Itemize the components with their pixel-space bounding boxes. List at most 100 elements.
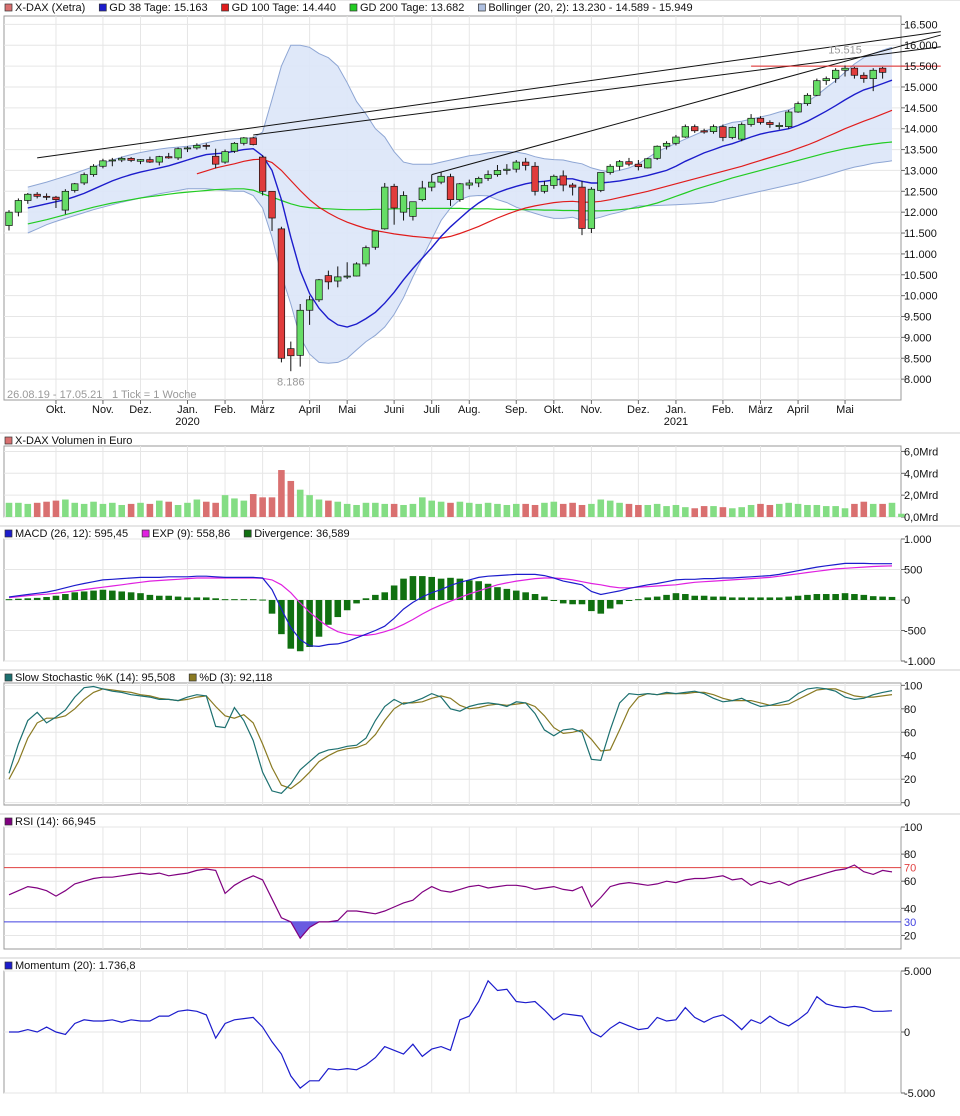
candle-up bbox=[183, 147, 192, 150]
y-tick-label: 8.500 bbox=[904, 353, 932, 365]
candle-up bbox=[794, 103, 802, 113]
x-tick-label: Dez. bbox=[129, 404, 152, 416]
candle-up bbox=[540, 185, 549, 192]
volume-bar bbox=[156, 500, 163, 517]
candle-down bbox=[277, 228, 286, 359]
y-tick-label: 0,0Mrd bbox=[904, 512, 938, 524]
candle-up bbox=[606, 165, 614, 173]
volume-bar bbox=[428, 500, 436, 517]
candle-down bbox=[52, 196, 60, 201]
volume-bar bbox=[635, 504, 642, 517]
legend-label: Momentum (20): 1.736,8 bbox=[15, 960, 135, 972]
volume-bar bbox=[437, 501, 445, 517]
y-tick-label: 100 bbox=[904, 680, 922, 692]
candle-down bbox=[625, 161, 633, 165]
candle-up bbox=[315, 279, 323, 301]
divergence-bar bbox=[343, 600, 351, 611]
candle-up bbox=[841, 67, 849, 71]
divergence-bar bbox=[531, 594, 539, 600]
y-tick-label: 0 bbox=[904, 595, 910, 607]
x-tick-label: Mai bbox=[836, 404, 854, 416]
legend-swatch bbox=[141, 529, 150, 538]
divergence-bar bbox=[804, 594, 811, 600]
y-tick-label: 60 bbox=[904, 727, 916, 739]
y-tick-label: -500 bbox=[904, 626, 926, 638]
candle-down bbox=[756, 117, 765, 123]
divergence-bar bbox=[409, 576, 417, 600]
volume-bar bbox=[71, 502, 79, 517]
candle-up bbox=[550, 175, 558, 186]
divergence-bar bbox=[315, 600, 323, 637]
candle-up bbox=[343, 275, 351, 278]
legend-label: Slow Stochastic %K (14): 95,508 bbox=[15, 672, 175, 684]
candle-up bbox=[512, 161, 520, 170]
divergence-bar bbox=[738, 597, 745, 600]
candle-up bbox=[14, 200, 23, 213]
divergence-bar bbox=[259, 599, 266, 601]
trendline bbox=[37, 31, 941, 159]
candle-down bbox=[258, 156, 267, 192]
candle-up bbox=[174, 148, 182, 159]
period-annotation: 26.08.19 - 17.05.21 bbox=[7, 389, 102, 401]
candle-up bbox=[681, 126, 689, 138]
candle-down bbox=[522, 161, 530, 166]
y-tick-label: 13.000 bbox=[904, 165, 938, 177]
volume-bar bbox=[99, 503, 107, 517]
volume-bar bbox=[362, 502, 370, 517]
volume-bar bbox=[447, 502, 454, 517]
trendline bbox=[253, 46, 941, 136]
y-tick-label: 16.500 bbox=[904, 19, 938, 31]
candle-down bbox=[878, 67, 887, 73]
y-tick-label: 15.000 bbox=[904, 82, 938, 94]
trendline bbox=[431, 34, 941, 176]
x-tick-label: April bbox=[299, 404, 321, 416]
legend-label: RSI (14): 66,945 bbox=[15, 816, 96, 828]
divergence-bar bbox=[362, 598, 370, 600]
volume-bar bbox=[24, 503, 32, 517]
divergence-bar bbox=[719, 596, 727, 600]
divergence-bar bbox=[202, 597, 210, 600]
volume-bar bbox=[306, 495, 313, 517]
volume-bar bbox=[757, 503, 764, 517]
candle-up bbox=[296, 309, 304, 356]
candle-up bbox=[503, 168, 511, 171]
candle-up bbox=[775, 125, 783, 127]
y-tick-label: 9.000 bbox=[904, 332, 932, 344]
divergence-bar bbox=[766, 597, 774, 600]
divergence-bar bbox=[616, 600, 623, 605]
divergence-bar bbox=[860, 594, 868, 600]
x-tick-label: Nov. bbox=[92, 404, 114, 416]
candle-up bbox=[672, 136, 680, 144]
divergence-bar bbox=[165, 595, 172, 600]
divergence-bar bbox=[146, 594, 154, 600]
volume-bar bbox=[146, 503, 154, 517]
divergence-bar bbox=[221, 599, 229, 601]
candle-up bbox=[136, 159, 145, 162]
divergence-bar bbox=[832, 594, 839, 600]
divergence-bar bbox=[794, 595, 802, 600]
x-tick-label: Feb. bbox=[712, 404, 734, 416]
candle-down bbox=[700, 130, 708, 133]
divergence-bar bbox=[231, 599, 238, 601]
volume-bar bbox=[719, 507, 727, 517]
volume-bar bbox=[268, 497, 276, 517]
x-tick-label: Sep. bbox=[505, 404, 528, 416]
y-tick-label: 11.000 bbox=[904, 249, 937, 261]
legend-swatch bbox=[477, 3, 486, 12]
divergence-bar bbox=[353, 600, 360, 604]
divergence-bar bbox=[296, 600, 304, 652]
divergence-bar bbox=[597, 600, 605, 614]
y-tick-label: 12.000 bbox=[904, 207, 938, 219]
volume-bar bbox=[62, 499, 69, 517]
y-tick-label: 40 bbox=[904, 903, 916, 915]
candle-up bbox=[418, 187, 426, 201]
volume-bar bbox=[90, 501, 97, 517]
y-tick-label: 4,0Mrd bbox=[904, 468, 938, 480]
divergence-bar bbox=[156, 595, 163, 600]
y-tick-label: 6,0Mrd bbox=[904, 446, 938, 458]
volume-bar bbox=[503, 504, 511, 517]
divergence-bar bbox=[43, 597, 50, 600]
legend-swatch bbox=[243, 529, 252, 538]
x-tick-label: März bbox=[250, 404, 274, 416]
